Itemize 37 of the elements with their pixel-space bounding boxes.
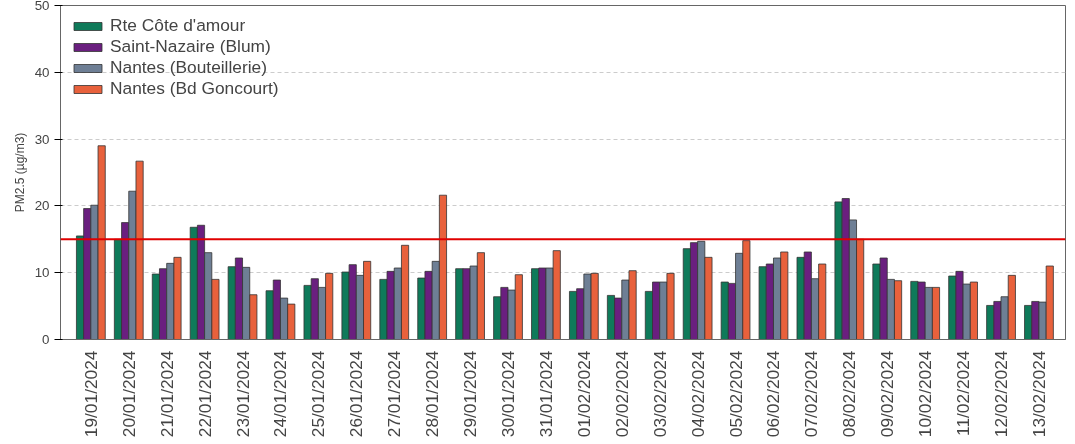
x-tick-label: 23/01/2024 <box>232 350 253 438</box>
x-tick-label: 08/02/2024 <box>839 350 860 438</box>
y-axis-title: PM2.5 (µg/m3) <box>12 132 27 213</box>
y-tick-label: 20 <box>34 198 50 214</box>
x-tick-label: 20/01/2024 <box>118 350 139 438</box>
x-tick-label: 01/02/2024 <box>573 350 594 438</box>
x-tick-label: 31/01/2024 <box>535 350 556 438</box>
x-tick-label: 28/01/2024 <box>422 350 443 438</box>
x-tick-label: 21/01/2024 <box>156 350 177 438</box>
y-tick-label: 0 <box>42 332 50 347</box>
x-tick-label: 10/02/2024 <box>915 350 936 438</box>
legend-label: Nantes (Bouteillerie) <box>110 57 267 78</box>
y-tick-label: 10 <box>34 265 50 281</box>
x-tick-label: 25/01/2024 <box>308 350 329 438</box>
x-tick-label: 29/01/2024 <box>460 350 481 438</box>
x-tick-label: 04/02/2024 <box>687 350 708 438</box>
x-tick-label: 24/01/2024 <box>270 350 291 438</box>
legend-label: Rte Côte d'amour <box>110 15 246 36</box>
legend-label: Saint-Nazaire (Blum) <box>110 36 271 57</box>
x-tick-label: 03/02/2024 <box>649 350 670 438</box>
y-tick-label: 50 <box>34 0 50 13</box>
y-tick-label: 30 <box>34 131 50 147</box>
x-tick-label: 06/02/2024 <box>763 350 784 438</box>
x-tick-label: 26/01/2024 <box>346 350 367 438</box>
x-tick-label: 13/02/2024 <box>1028 350 1049 438</box>
x-tick-label: 11/02/2024 <box>953 350 974 436</box>
y-tick-label: 40 <box>34 64 50 80</box>
x-tick-label: 27/01/2024 <box>384 350 405 438</box>
x-tick-label: 22/01/2024 <box>194 350 215 438</box>
x-tick-label: 30/01/2024 <box>498 350 519 438</box>
x-tick-label: 09/02/2024 <box>877 350 898 438</box>
x-tick-label: 05/02/2024 <box>725 350 746 438</box>
legend-label: Nantes (Bd Goncourt) <box>110 78 279 99</box>
x-tick-label: 12/02/2024 <box>991 350 1012 438</box>
x-tick-label: 02/02/2024 <box>611 350 632 438</box>
x-tick-label: 07/02/2024 <box>801 350 822 438</box>
x-tick-label: 19/01/2024 <box>80 350 101 438</box>
